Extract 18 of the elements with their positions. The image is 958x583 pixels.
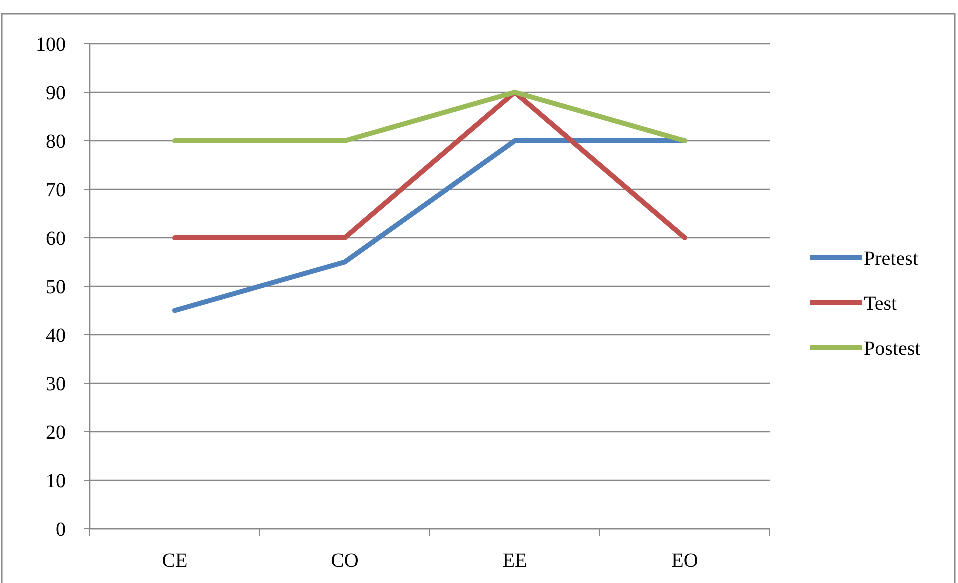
y-tick-label: 80 [46,131,66,153]
y-tick-label: 70 [46,180,66,202]
x-tick-label: CO [331,550,359,572]
legend-label: Postest [864,338,922,360]
y-tick-label: 90 [46,82,66,104]
legend-label: Pretest [864,248,919,270]
y-tick-label: 0 [56,519,66,541]
y-tick-label: 10 [46,470,66,492]
y-tick-label: 100 [36,34,66,56]
x-tick-label: EE [502,550,528,572]
y-tick-label: 50 [46,276,66,298]
x-tick-label: CE [162,550,188,572]
y-tick-label: 30 [46,374,66,396]
x-tick-label: EO [672,550,698,572]
y-tick-label: 40 [46,325,66,347]
legend-label: Test [864,293,898,315]
y-tick-label: 60 [46,228,66,250]
y-tick-label: 20 [46,422,66,444]
